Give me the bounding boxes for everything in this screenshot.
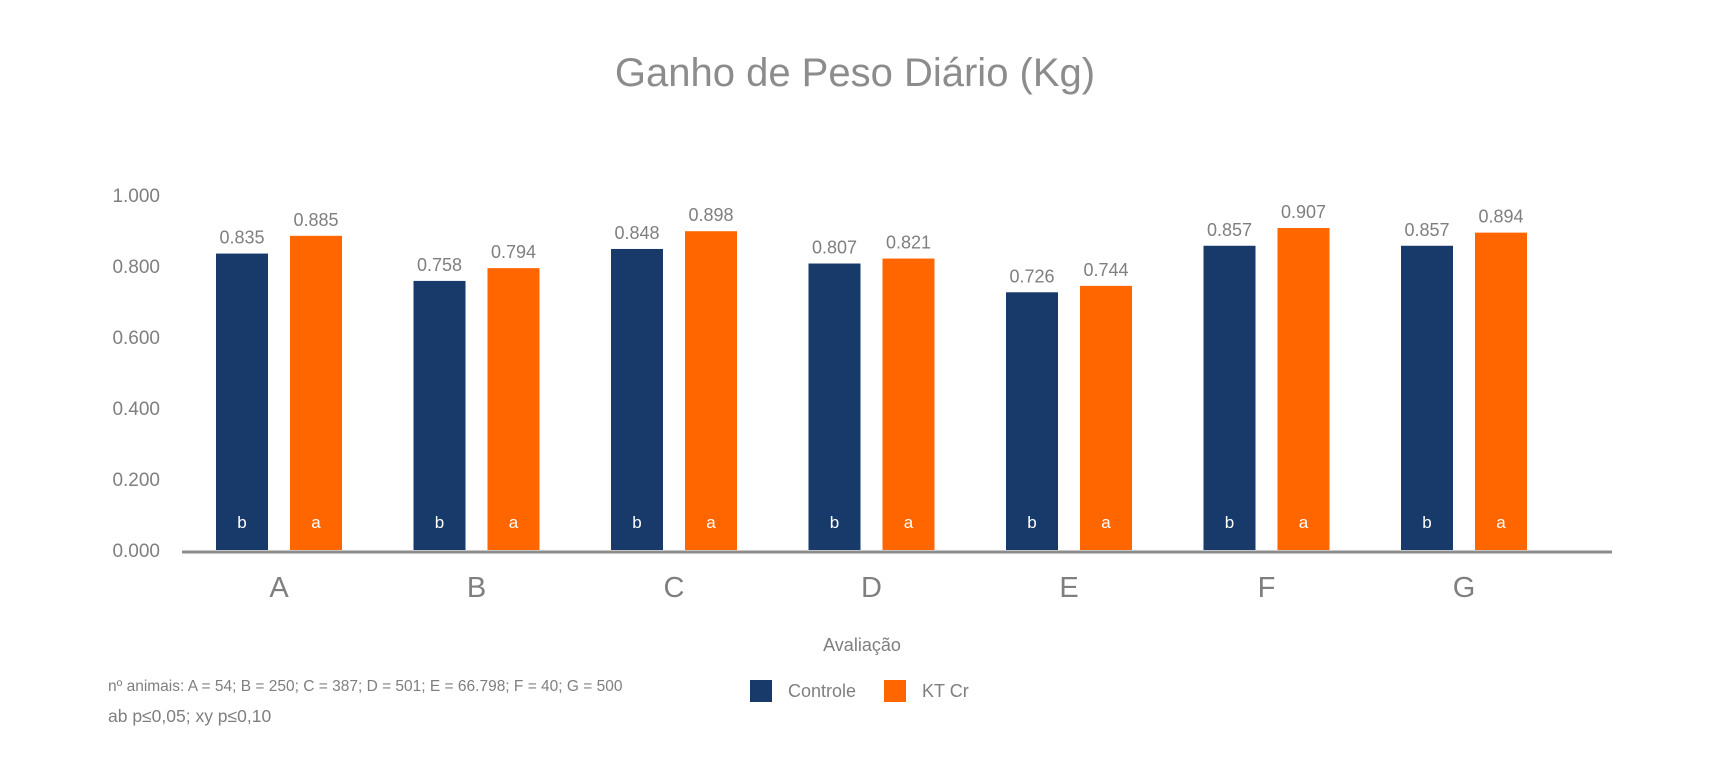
significance-label: a [904,513,914,532]
significance-label: b [830,513,839,532]
y-tick-label: 0.400 [112,399,160,420]
y-tick-label: 0.600 [112,328,160,349]
significance-label: b [1422,513,1431,532]
data-label: 0.744 [1083,260,1128,280]
data-label: 0.835 [219,228,264,248]
data-label: 0.898 [688,205,733,225]
legend: Controle KT Cr [750,680,997,702]
significance-label: b [1225,513,1234,532]
legend-label-controle: Controle [788,680,857,701]
x-tick-label: G [1453,572,1476,604]
data-label: 0.726 [1009,266,1054,286]
chart-title: Ganho de Peso Diário (Kg) [615,51,1095,95]
legend-item-controle: Controle [750,680,856,702]
data-label: 0.807 [812,238,857,258]
data-label: 0.857 [1404,220,1449,240]
data-label: 0.885 [293,210,338,230]
bar-a-controle [216,253,268,550]
significance-label: a [1496,513,1506,532]
bar-c-kt-cr [685,231,737,550]
legend-item-kt-cr: KT Cr [884,680,969,702]
data-label: 0.758 [417,255,462,275]
y-tick-label: 1.000 [112,186,160,207]
data-label: 0.794 [491,242,536,262]
data-label: 0.857 [1207,220,1252,240]
bar-f-controle [1203,245,1256,550]
data-label: 0.894 [1478,207,1523,227]
significance-label: a [706,513,716,532]
footnote-significance: ab p≤0,05; xy p≤0,10 [108,706,272,726]
y-tick-label: 0.000 [112,541,160,562]
bar-e-controle [1006,292,1058,550]
data-label: 0.848 [614,223,659,243]
bar-g-controle [1401,245,1453,550]
bars-group: 0.835 b 0.885 a 0.758 b 0.794 a 0.848 b 0.898 a 0.80… [216,202,1527,550]
bar-f-kt-cr [1277,228,1330,550]
significance-label: b [237,513,246,532]
y-axis: 0.000 0.200 0.400 0.600 0.800 1.000 [112,186,160,562]
x-tick-label: F [1258,572,1276,604]
bar-b-kt-cr [487,268,540,550]
significance-label: b [435,513,444,532]
x-axis: A B C D E F G [269,572,1475,604]
footnote-animals: nº animais: A = 54; B = 250; C = 387; D … [108,678,623,695]
bar-e-kt-cr [1080,285,1132,550]
x-tick-label: E [1059,572,1078,604]
legend-swatch-kt-cr [884,680,907,702]
bar-b-controle [413,280,466,550]
data-label: 0.907 [1281,202,1326,222]
x-tick-label: B [467,572,486,604]
bar-c-controle [611,248,663,550]
significance-label: a [1101,513,1111,532]
significance-label: a [311,513,321,532]
x-tick-label: A [269,572,289,604]
bar-d-controle [808,263,861,550]
legend-swatch-controle [750,680,772,702]
y-tick-label: 0.800 [112,257,160,278]
x-axis-title: Avaliação [823,635,901,655]
significance-label: a [509,513,519,532]
x-tick-label: D [861,572,882,604]
y-tick-label: 0.200 [112,470,160,491]
x-tick-label: C [664,572,685,604]
bar-a-kt-cr [290,235,342,550]
significance-label: b [1027,513,1036,532]
legend-label-kt-cr: KT Cr [922,680,969,701]
significance-label: a [1299,513,1309,532]
data-label: 0.821 [886,233,931,253]
bar-d-kt-cr [882,258,935,550]
bar-g-kt-cr [1475,232,1527,550]
significance-label: b [632,513,641,532]
